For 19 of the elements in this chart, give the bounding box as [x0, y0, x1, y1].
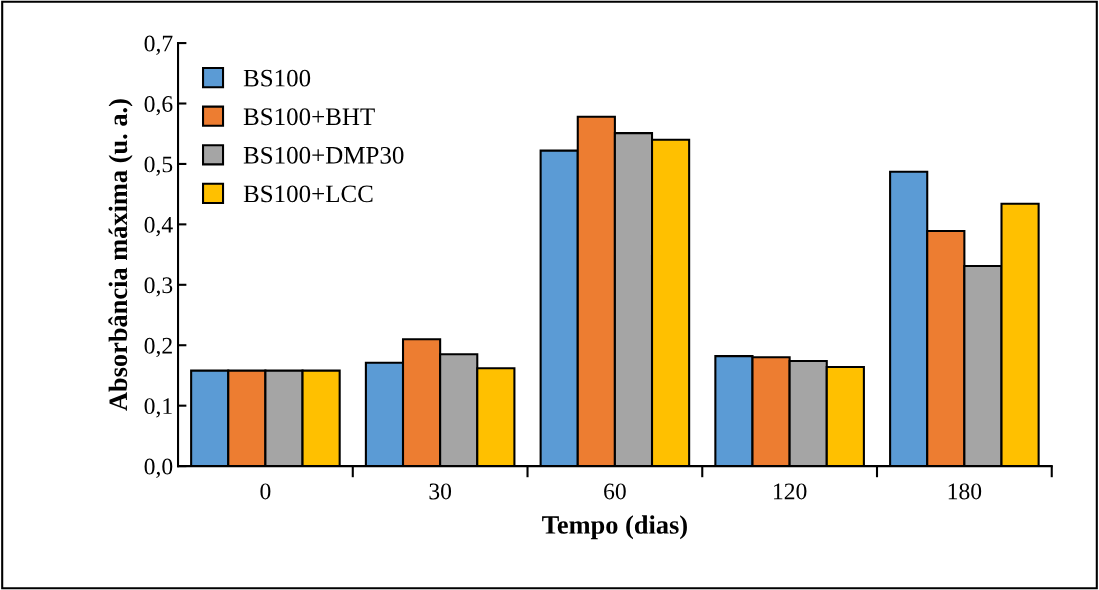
- legend-label: BS100+DMP30: [243, 146, 404, 164]
- y-tick-label: 0,2: [144, 337, 172, 358]
- x-tick-label: 180: [948, 483, 982, 500]
- legend-label: BS100: [243, 69, 311, 87]
- x-axis-title: Tempo (dias): [542, 515, 687, 540]
- legend-label: BS100+BHT: [243, 108, 375, 126]
- y-tick-label: 0,3: [144, 277, 173, 297]
- y-tick-label: 0,6: [144, 95, 173, 116]
- legend-label: BS100+LCC: [243, 185, 373, 203]
- y-axis-title: Absorbância máxima (u. a.): [108, 99, 133, 411]
- y-tick-label: 0,5: [144, 156, 173, 176]
- y-tick-label: 0,1: [144, 398, 172, 418]
- x-tick-label: 30: [429, 483, 452, 500]
- y-tick-label: 0,7: [144, 35, 173, 55]
- x-tick-label: 60: [604, 483, 626, 500]
- x-tick-label: 120: [774, 483, 807, 500]
- y-tick-label: 0,4: [144, 216, 173, 237]
- y-tick-label: 0,0: [144, 458, 173, 478]
- x-tick-label: 0: [260, 483, 271, 500]
